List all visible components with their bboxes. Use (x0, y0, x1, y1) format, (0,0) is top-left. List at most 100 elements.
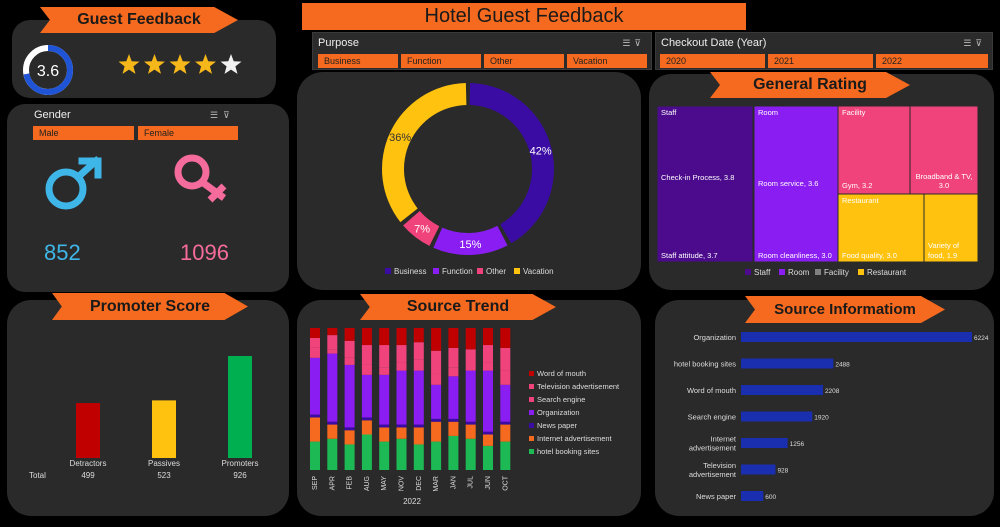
stack-segment-1 (448, 421, 459, 436)
hbar-value-label: 1920 (814, 415, 829, 422)
chip-vacation[interactable]: Vacation (567, 54, 647, 68)
hbar-value-label: 2208 (825, 388, 840, 395)
stack-segment-2 (413, 424, 424, 428)
stack-segment-2 (465, 421, 476, 425)
legend-label: News paper (537, 421, 578, 430)
hbar-category-label: Television (703, 461, 736, 470)
hbar-category-label: Internet (711, 435, 737, 444)
chip-2021[interactable]: 2021 (768, 54, 873, 68)
x-tick-label: FEB (347, 476, 354, 490)
stack-segment-4 (379, 367, 390, 375)
star-filled-icon (195, 54, 216, 74)
stack-segment-4 (396, 362, 407, 371)
hbar-category-label: hotel booking sites (674, 360, 736, 369)
stack-segment-6 (310, 328, 320, 338)
stack-segment-5 (379, 345, 390, 368)
stack-segment-0 (465, 438, 476, 470)
male-count: 852 (44, 240, 81, 265)
hbar-category-label: Search engine (688, 413, 736, 422)
donut-slice-vacation (382, 83, 467, 223)
chip-female[interactable]: Female (138, 126, 238, 140)
chip-function[interactable]: Function (401, 54, 481, 68)
treemap-group-room (753, 105, 839, 263)
x-tick-label: SEP (312, 476, 319, 490)
checkout-slicer-icons[interactable]: ☰⊽ (963, 38, 986, 48)
legend-swatch (529, 371, 534, 376)
stack-segment-0 (310, 441, 320, 470)
gender-slicer-icons[interactable]: ☰⊽ (210, 110, 235, 120)
chip-2020[interactable]: 2020 (660, 54, 765, 68)
stack-segment-3 (310, 357, 320, 415)
star-empty-icon (220, 54, 242, 74)
star-rating (118, 54, 242, 74)
x-tick-label: JUN (485, 476, 492, 490)
stack-segment-3 (500, 384, 511, 422)
stack-segment-3 (344, 364, 355, 428)
hbar (741, 438, 788, 448)
stack-segment-1 (396, 427, 407, 439)
stack-segment-2 (396, 424, 407, 428)
hbar-value-label: 2488 (835, 362, 850, 369)
x-tick-label: DEC (416, 476, 423, 491)
x-tick-label: JAN (450, 476, 457, 489)
treemap-label: Restaurant (842, 196, 880, 205)
legend-swatch (529, 449, 534, 454)
stack-segment-6 (465, 328, 476, 350)
stack-segment-6 (327, 328, 338, 336)
legend-swatch (779, 269, 785, 275)
hbar (741, 464, 776, 475)
legend-swatch (385, 268, 391, 274)
legend-swatch (529, 436, 534, 441)
title-banner: Hotel Guest Feedback (302, 3, 746, 30)
purpose-slicer-title: Purpose (318, 37, 359, 49)
bar-value-label: 523 (157, 471, 171, 480)
stack-segment-4 (310, 347, 320, 358)
stack-segment-5 (413, 342, 424, 360)
general-rating-header: General Rating (710, 72, 910, 98)
stack-segment-4 (448, 367, 459, 377)
promoter-score-header: Promoter Score (52, 293, 248, 320)
hbar (741, 332, 972, 342)
chip-business[interactable]: Business (318, 54, 398, 68)
stack-segment-1 (431, 421, 442, 442)
treemap-tile (909, 105, 979, 195)
hbar-value-label: 928 (777, 468, 788, 475)
stack-segment-4 (483, 362, 493, 371)
stack-segment-3 (448, 376, 459, 419)
stack-segment-2 (310, 414, 320, 418)
female-count: 1096 (180, 240, 229, 265)
stack-segment-3 (327, 353, 338, 422)
star-filled-icon (118, 54, 140, 74)
x-axis-label: 2022 (403, 497, 421, 506)
treemap-label: Room (758, 108, 778, 117)
legend-swatch (514, 268, 520, 274)
stack-segment-4 (361, 364, 372, 375)
stack-segment-0 (448, 435, 459, 470)
chip-other[interactable]: Other (484, 54, 564, 68)
legend-label: Television advertisement (537, 382, 620, 391)
gender-header: Gender (34, 109, 71, 121)
page-title: Hotel Guest Feedback (424, 5, 624, 27)
hbar-category-label: Word of mouth (687, 386, 736, 395)
legend-swatch (529, 397, 534, 402)
hbar-category-label: Organization (693, 333, 736, 342)
legend-swatch (815, 269, 821, 275)
stack-segment-5 (431, 350, 442, 374)
legend-swatch (477, 268, 483, 274)
legend-label: Search engine (537, 395, 585, 404)
treemap-group-staff (656, 105, 754, 263)
stack-segment-6 (500, 328, 511, 348)
donut-slice-other (403, 211, 440, 246)
stack-segment-6 (361, 328, 372, 346)
male-icon (45, 156, 102, 210)
stack-segment-3 (465, 370, 476, 422)
legend-label: Organization (537, 408, 580, 417)
rating-gauge-fill (23, 45, 73, 95)
purpose-slicer-icons[interactable]: ☰⊽ (622, 38, 645, 48)
legend-swatch (433, 268, 439, 274)
legend-label: hotel booking sites (537, 447, 599, 456)
treemap-label: Variety of (928, 241, 960, 250)
chip-male[interactable]: Male (33, 126, 134, 140)
chip-2022[interactable]: 2022 (876, 54, 988, 68)
stack-segment-0 (500, 441, 511, 470)
